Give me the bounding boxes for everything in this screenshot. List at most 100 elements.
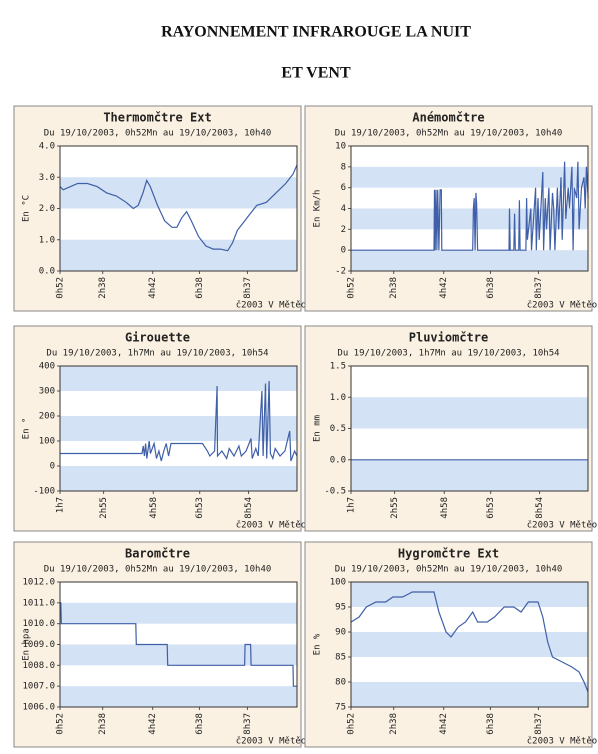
y-tick-label: 0: [50, 462, 55, 472]
x-tick-label: 2h38: [389, 713, 399, 735]
chart-title: Pluviomčtre: [409, 331, 488, 345]
y-axis-label: En mm: [313, 415, 323, 442]
page-subtitle: ET VENT: [281, 65, 351, 82]
x-tick-label: 1h7: [347, 497, 357, 513]
x-tick-label: 8h54: [535, 497, 545, 519]
data-line: [60, 380, 298, 462]
chart-title: Hygromčtre Ext: [398, 547, 499, 561]
band: [60, 602, 297, 624]
y-axis-label: En °: [22, 418, 32, 440]
band: [351, 250, 588, 271]
band: [60, 177, 297, 209]
y-tick-label: 2.0: [39, 204, 55, 214]
x-tick-label: 6h53: [486, 497, 496, 519]
x-tick-label: 0h52: [347, 277, 357, 299]
y-tick-label: -0.5: [324, 487, 346, 497]
plot-frame: [59, 581, 298, 708]
band: [60, 644, 297, 666]
watermark: č2003 V Mětěo: [527, 300, 597, 311]
band: [351, 397, 588, 429]
y-tick-label: 300: [39, 387, 55, 397]
y-tick-label: 1.0: [330, 393, 346, 403]
x-tick-label: 8h37: [534, 713, 544, 735]
plot-frame: [59, 145, 298, 272]
x-tick-label: 4h42: [439, 277, 449, 299]
data-line: [351, 161, 589, 251]
chart-panel: Girouette Du 19/10/2003, 1h7Mn au 19/10/2…: [13, 325, 306, 532]
chart-subtitle: Du 19/10/2003, 1h7Mn au 19/10/2003, 10h5…: [337, 349, 559, 359]
band: [351, 459, 588, 491]
x-tick-label: 6h38: [486, 277, 496, 299]
x-tick-label: 6h38: [486, 713, 496, 735]
chart-title: Girouette: [125, 331, 190, 345]
x-tick-label: 2h38: [98, 713, 108, 735]
y-tick-label: 80: [335, 678, 346, 688]
y-tick-label: 8: [341, 162, 346, 172]
y-tick-label: 1008.0: [22, 661, 55, 671]
y-tick-label: 1011.0: [22, 598, 55, 608]
y-tick-label: 100: [330, 578, 346, 588]
chart-panel: Baromčtre Du 19/10/2003, 0h52Mn au 19/10/…: [13, 541, 306, 748]
y-axis-label: En Km/h: [313, 190, 323, 228]
y-tick-label: 4.0: [39, 142, 55, 152]
x-tick-label: 0h52: [347, 713, 357, 735]
data-line: [59, 164, 298, 252]
y-tick-label: -100: [33, 487, 55, 497]
band: [351, 682, 588, 707]
chart-subtitle: Du 19/10/2003, 0h52Mn au 19/10/2003, 10h…: [44, 129, 272, 139]
band: [351, 208, 588, 230]
band: [351, 632, 588, 657]
x-tick-label: 4h42: [439, 713, 449, 735]
chart-panel: Pluviomčtre Du 19/10/2003, 1h7Mn au 19/10…: [304, 325, 597, 532]
band: [60, 416, 297, 441]
x-tick-label: 4h42: [148, 713, 158, 735]
y-tick-label: 10: [335, 142, 346, 152]
y-tick-label: 90: [335, 628, 346, 638]
y-tick-label: 200: [39, 412, 55, 422]
y-tick-label: 400: [39, 362, 55, 372]
x-tick-label: 4h42: [148, 277, 158, 299]
x-tick-label: 2h55: [390, 497, 400, 519]
y-tick-label: 1006.0: [22, 703, 55, 713]
chart-title: Baromčtre: [125, 547, 190, 561]
x-tick-label: 6h53: [195, 497, 205, 519]
y-tick-label: 0.5: [330, 424, 346, 434]
plot-frame: [350, 581, 589, 708]
chart-subtitle: Du 19/10/2003, 1h7Mn au 19/10/2003, 10h5…: [46, 349, 268, 359]
y-tick-label: 1010.0: [22, 619, 55, 629]
y-tick-label: -2: [335, 267, 346, 277]
x-tick-label: 4h58: [149, 497, 159, 519]
x-tick-label: 8h37: [243, 713, 253, 735]
x-tick-label: 6h38: [195, 277, 205, 299]
x-tick-label: 8h37: [243, 277, 253, 299]
y-tick-label: 0.0: [39, 267, 55, 277]
x-tick-label: 0h52: [56, 277, 66, 299]
band: [351, 166, 588, 188]
watermark: č2003 V Mětěo: [527, 520, 597, 531]
y-tick-label: 1012.0: [22, 578, 55, 588]
data-line: [60, 602, 298, 687]
y-tick-label: 1.5: [330, 362, 346, 372]
y-tick-label: 6: [341, 183, 346, 193]
watermark: č2003 V Mětěo: [236, 300, 306, 311]
plot-frame: [350, 145, 589, 272]
chart-subtitle: Du 19/10/2003, 0h52Mn au 19/10/2003, 10h…: [44, 565, 272, 575]
y-axis-label: En %: [313, 633, 323, 655]
watermark: č2003 V Mětěo: [236, 736, 306, 747]
band: [351, 582, 588, 607]
y-tick-label: 0.0: [330, 455, 346, 465]
y-tick-label: 4: [341, 204, 346, 214]
x-tick-label: 2h38: [98, 277, 108, 299]
chart-title: Thermomčtre Ext: [103, 111, 211, 125]
y-tick-label: 85: [335, 653, 346, 663]
y-tick-label: 100: [39, 437, 55, 447]
watermark: č2003 V Mětěo: [527, 736, 597, 747]
x-tick-label: 6h38: [195, 713, 205, 735]
y-axis-label: En hpa: [22, 628, 32, 661]
watermark: č2003 V Mětěo: [236, 520, 306, 531]
data-line: [350, 591, 589, 693]
band: [60, 366, 297, 391]
band: [60, 239, 297, 271]
chart-panel: Anémomčtre Du 19/10/2003, 0h52Mn au 19/10…: [304, 105, 597, 312]
